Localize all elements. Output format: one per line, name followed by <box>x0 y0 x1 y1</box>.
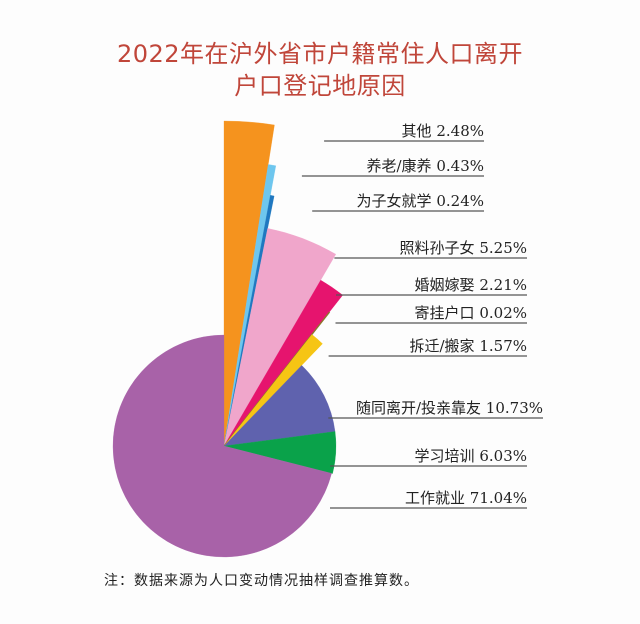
label-relocation: 拆迁/搬家 1.57% <box>409 337 528 355</box>
footnote: 注：数据来源为人口变动情况抽样调查推算数。 <box>104 573 419 589</box>
pie-slices <box>112 120 343 558</box>
leader-lines <box>301 140 543 509</box>
label-accompany-relatives: 随同离开/投亲靠友 10.73% <box>355 399 543 417</box>
pie-slice <box>223 431 337 474</box>
pie-slice <box>223 120 275 447</box>
pie-slice <box>112 334 332 558</box>
label-grandchildren-care: 照料孙子女 5.25% <box>399 239 527 257</box>
label-other: 其他 2.48% <box>401 122 484 140</box>
pie-slice <box>223 228 337 447</box>
chart-title-line-2: 户口登记地原因 <box>234 72 406 100</box>
pie-slice <box>223 365 336 447</box>
label-marriage: 婚姻嫁娶 2.21% <box>414 276 527 294</box>
pie-slice <box>223 334 323 447</box>
label-work-employment: 工作就业 71.04% <box>405 489 527 507</box>
label-children-schooling: 为子女就学 0.24% <box>356 192 484 210</box>
label-study-training: 学习培训 6.03% <box>414 447 527 465</box>
chart-title-line-1: 2022年在沪外省市户籍常住人口离开 <box>116 40 524 68</box>
label-hukou-registration: 寄挂户口 0.02% <box>414 304 527 322</box>
label-elderly-care: 养老/康养 0.43% <box>366 157 485 175</box>
